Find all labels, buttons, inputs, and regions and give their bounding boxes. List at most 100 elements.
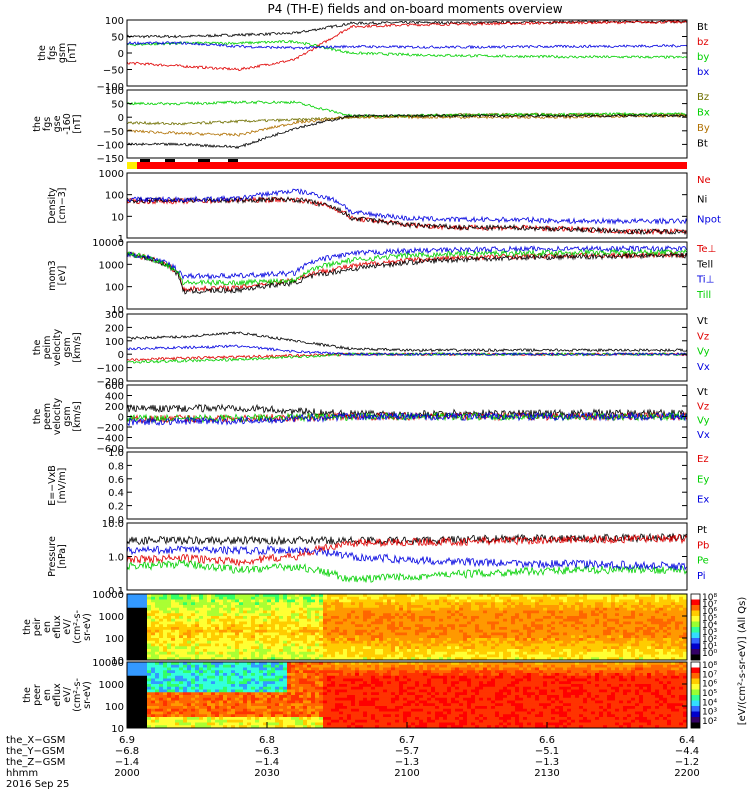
heatmap-cell [151,695,156,699]
heatmap-cell [319,722,324,726]
heatmap-cell [647,649,652,653]
heatmap-cell [307,678,312,682]
heatmap-cell [475,657,480,661]
heatmap-cell [203,722,208,726]
heatmap-cell [435,649,440,653]
heatmap-cell [459,640,464,644]
heatmap-cell [187,629,192,633]
heatmap-cell [311,695,316,699]
heatmap-cell [151,662,156,666]
heatmap-cell [203,686,208,690]
heatmap-cell [327,627,332,631]
heatmap-cell [283,673,288,677]
heatmap-cell [271,657,276,661]
heatmap-cell [383,599,388,603]
heatmap-cell [131,706,136,710]
heatmap-cell [539,638,544,642]
heatmap-cell [187,599,192,603]
heatmap-cell [187,607,192,611]
heatmap-cell [419,594,424,598]
heatmap-cell [239,607,244,611]
heatmap-cell [511,635,516,639]
heatmap-cell [575,629,580,633]
heatmap-cell [159,725,164,729]
heatmap-cell [319,719,324,723]
heatmap-cell [159,684,164,688]
heatmap-cell [463,621,468,625]
heatmap-cell [139,684,144,688]
heatmap-cell [311,675,316,679]
heatmap-cell [211,643,216,647]
heatmap-cell [163,602,168,606]
heatmap-cell [203,640,208,644]
heatmap-cell [539,635,544,639]
heatmap-cell [127,594,132,598]
heatmap-cell [203,616,208,620]
heatmap-cell [463,651,468,655]
y-tick-label: 1000 [99,612,124,623]
heatmap-cell [147,602,152,606]
colorbar-tick-label: 10⁷ [702,600,717,610]
heatmap-cell [659,638,664,642]
heatmap-cell [255,646,260,650]
heatmap-cell [231,692,236,696]
heatmap-cell [491,607,496,611]
heatmap-cell [131,610,136,614]
heatmap-cell [607,624,612,628]
heatmap-cell [631,624,636,628]
heatmap-cell [259,646,264,650]
heatmap-cell [259,638,264,642]
heatmap-cell [359,621,364,625]
heatmap-cell [375,638,380,642]
heatmap-cell [199,673,204,677]
heatmap-cell [495,624,500,628]
heatmap-cell [527,649,532,653]
heatmap-cell [339,695,344,699]
heatmap-cell [331,651,336,655]
heatmap-cell [275,618,280,622]
heatmap-cell [239,703,244,707]
heatmap-cell [655,629,660,633]
heatmap-cell [287,708,292,712]
heatmap-cell [155,627,160,631]
heatmap-cell [319,714,324,718]
heatmap-cell [263,667,268,671]
heatmap-cell [379,654,384,658]
heatmap-cell [515,638,520,642]
heatmap-cell [291,689,296,693]
heatmap-cell [451,607,456,611]
heatmap-cell [183,725,188,729]
heatmap-cell [655,602,660,606]
heatmap-cell [303,681,308,685]
heatmap-cell [215,594,220,598]
heatmap-cell [571,635,576,639]
heatmap-cell [599,618,604,622]
heatmap-cell [419,635,424,639]
heatmap-cell [583,605,588,609]
heatmap-cell [547,643,552,647]
heatmap-cell [127,695,132,699]
heatmap-cell [303,697,308,701]
heatmap-cell [447,635,452,639]
heatmap-cell [195,621,200,625]
heatmap-cell [131,624,136,628]
heatmap-cell [303,635,308,639]
heatmap-cell [211,714,216,718]
heatmap-cell [219,616,224,620]
heatmap-cell [331,678,336,682]
heatmap-cell [571,632,576,636]
heatmap-cell [507,599,512,603]
heatmap-cell [639,596,644,600]
heatmap-cell [623,605,628,609]
heatmap-cell [131,722,136,726]
heatmap-cell [255,714,260,718]
heatmap-cell [319,684,324,688]
heatmap-cell [271,681,276,685]
heatmap-cell [211,689,216,693]
heatmap-cell [571,607,576,611]
heatmap-cell [223,624,228,628]
heatmap-cell [223,649,228,653]
heatmap-cell [555,638,560,642]
heatmap-cell [655,646,660,650]
heatmap-cell [451,594,456,598]
